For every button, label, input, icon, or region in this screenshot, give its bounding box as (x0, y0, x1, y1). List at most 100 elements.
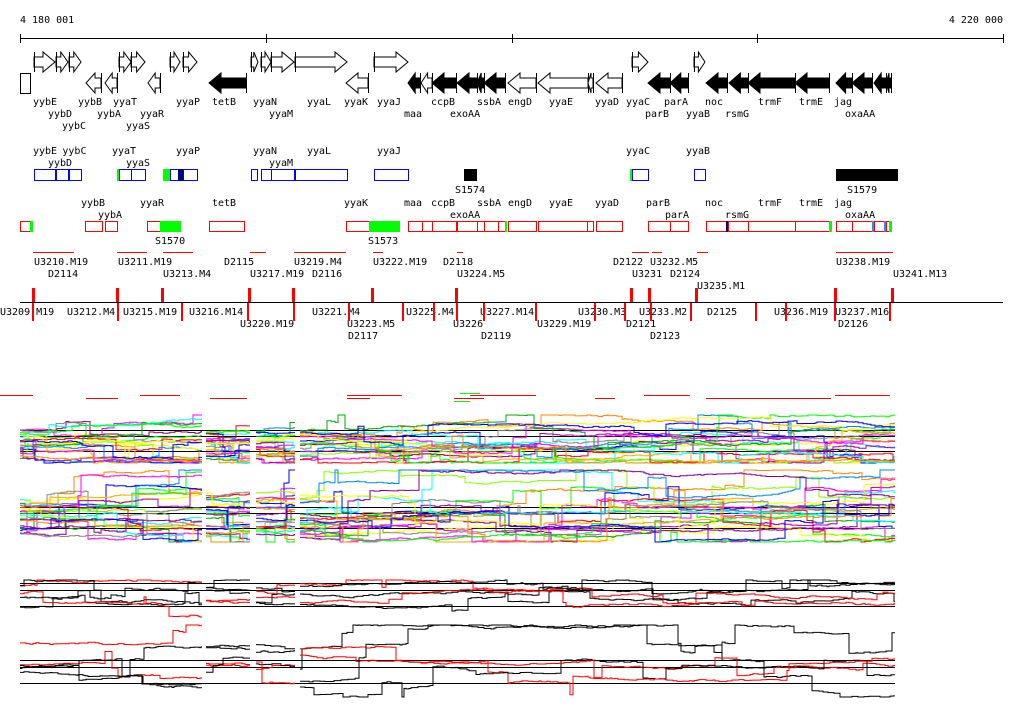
red-track-mark[interactable] (829, 221, 832, 232)
blue-track-box[interactable] (251, 169, 258, 181)
gene-arrow[interactable] (250, 51, 259, 73)
gene-arrow[interactable] (747, 71, 796, 95)
red-track-box[interactable] (432, 221, 457, 232)
blue-track-box[interactable] (261, 169, 272, 181)
red-track-box[interactable] (748, 221, 796, 232)
gene-arrow[interactable] (587, 72, 594, 94)
transcript-boundary[interactable] (433, 303, 435, 321)
transcript-boundary[interactable] (630, 288, 633, 302)
gene-arrow[interactable] (208, 71, 247, 95)
blue-track-box[interactable] (69, 169, 82, 181)
red-track-mark[interactable] (369, 221, 400, 232)
transcript-boundary[interactable] (455, 288, 458, 302)
gene-arrow[interactable] (794, 71, 830, 95)
red-track-box[interactable] (596, 221, 623, 232)
blue-track-box[interactable] (119, 169, 132, 181)
red-track-box[interactable] (852, 221, 873, 232)
blue-track-mark[interactable] (464, 169, 477, 181)
transcript-boundary[interactable] (648, 288, 651, 302)
red-track-box[interactable] (422, 221, 433, 232)
gene-arrow[interactable] (407, 71, 421, 95)
gene-arrow[interactable] (55, 50, 69, 74)
red-track-box[interactable] (346, 221, 370, 232)
blue-track-box[interactable] (295, 169, 348, 181)
blue-track-mark[interactable] (178, 169, 183, 181)
gene-arrow[interactable] (885, 72, 892, 94)
blue-track-mark[interactable] (836, 169, 898, 181)
transcript-boundary[interactable] (293, 303, 295, 321)
red-track-box[interactable] (457, 221, 478, 232)
gene-arrow[interactable] (483, 71, 506, 95)
transcript-boundary[interactable] (535, 303, 537, 321)
gene-arrow[interactable] (705, 71, 728, 95)
gene-arrow[interactable] (669, 71, 689, 95)
transcript-boundary[interactable] (690, 303, 692, 321)
red-track-box[interactable] (836, 221, 853, 232)
gene-arrow[interactable] (873, 71, 887, 95)
red-track-box[interactable] (670, 221, 689, 232)
gene-arrow[interactable] (169, 50, 181, 74)
gene-arrow[interactable] (33, 50, 56, 74)
red-track-box[interactable] (477, 221, 485, 232)
transcript-boundary[interactable] (755, 303, 757, 321)
red-track-box[interactable] (587, 221, 594, 232)
gene-arrow[interactable] (631, 50, 649, 74)
blue-track-box[interactable] (374, 169, 409, 181)
transcript-boundary[interactable] (891, 288, 894, 302)
blue-track-mark[interactable] (117, 169, 119, 181)
transcript-boundary[interactable] (402, 303, 404, 321)
gene-arrow[interactable] (118, 50, 132, 74)
blue-track-box[interactable] (131, 169, 146, 181)
transcript-boundary[interactable] (348, 303, 350, 321)
blue-track-box[interactable] (170, 169, 179, 181)
red-track-box[interactable] (20, 221, 31, 232)
transcript-boundary[interactable] (594, 303, 596, 321)
transcript-boundary[interactable] (248, 288, 251, 302)
transcript-boundary[interactable] (889, 303, 891, 321)
gene-arrow[interactable] (270, 50, 295, 74)
blue-track-box[interactable] (183, 169, 198, 181)
transcript-boundary[interactable] (181, 303, 183, 321)
gene-arrow[interactable] (420, 71, 433, 95)
transcript-boundary[interactable] (456, 303, 458, 321)
red-track-mark[interactable] (726, 221, 728, 232)
blue-track-box[interactable] (632, 169, 649, 181)
red-track-box[interactable] (648, 221, 671, 232)
red-track-box[interactable] (147, 221, 161, 232)
transcript-boundary[interactable] (785, 303, 787, 321)
blue-track-box[interactable] (694, 169, 706, 181)
transcript-boundary[interactable] (650, 303, 652, 321)
gene-arrow[interactable] (728, 71, 749, 95)
blue-track-box[interactable] (34, 169, 56, 181)
transcript-boundary[interactable] (695, 288, 698, 302)
gene-arrow[interactable] (647, 71, 671, 95)
gene-arrow[interactable] (85, 71, 102, 95)
red-track-box[interactable] (85, 221, 103, 232)
red-track-box[interactable] (498, 221, 506, 232)
red-track-box[interactable] (484, 221, 499, 232)
red-track-mark[interactable] (884, 221, 886, 232)
red-track-mark[interactable] (872, 221, 874, 232)
gene-arrow[interactable] (147, 71, 161, 95)
gene-arrow[interactable] (345, 71, 369, 95)
gene-arrow[interactable] (851, 71, 873, 95)
transcript-boundary[interactable] (624, 303, 626, 321)
transcript-boundary[interactable] (117, 303, 119, 321)
gene-arrow[interactable] (130, 50, 146, 74)
gene-arrow[interactable] (260, 50, 272, 74)
red-track-box[interactable] (538, 221, 588, 232)
blue-track-mark[interactable] (630, 169, 632, 181)
gene-arrow[interactable] (431, 71, 457, 95)
gene-arrow[interactable] (507, 71, 537, 95)
gene-arrow[interactable] (68, 50, 82, 74)
blue-track-mark[interactable] (163, 169, 170, 181)
blue-track-box[interactable] (271, 169, 295, 181)
gene-arrow[interactable] (182, 50, 198, 74)
transcript-boundary[interactable] (32, 288, 35, 302)
transcript-boundary[interactable] (371, 288, 374, 302)
transcript-boundary[interactable] (483, 303, 485, 321)
red-track-box[interactable] (408, 221, 423, 232)
transcript-boundary[interactable] (834, 303, 836, 321)
blue-track-box[interactable] (56, 169, 69, 181)
transcript-boundary[interactable] (116, 288, 119, 302)
